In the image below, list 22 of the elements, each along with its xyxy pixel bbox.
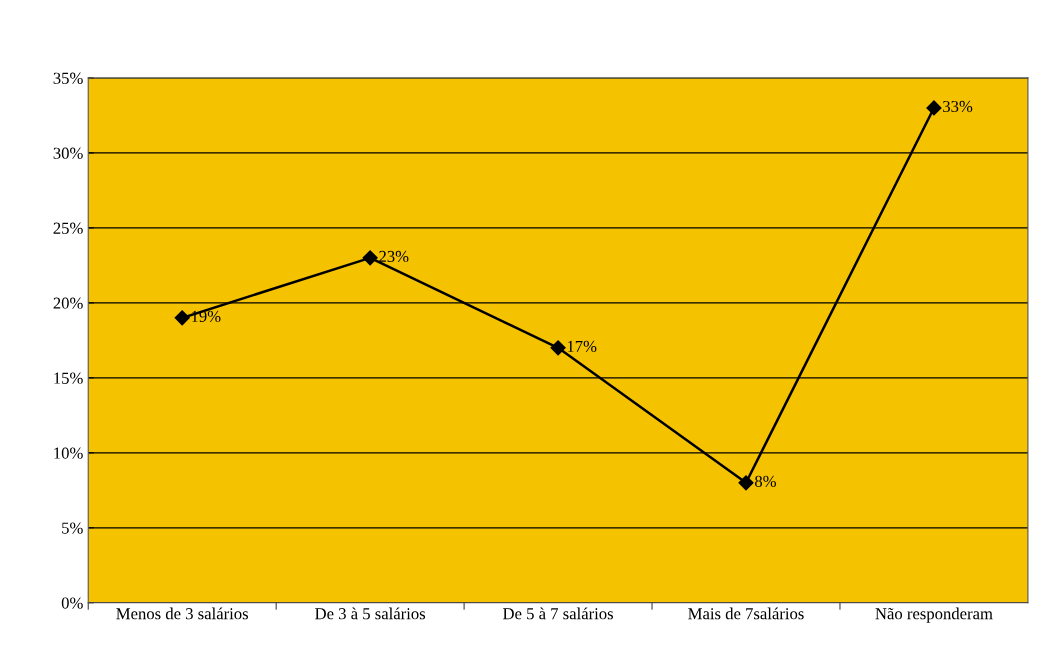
point [738, 475, 754, 491]
point [550, 340, 566, 356]
y-tick-label: 25% [53, 222, 83, 234]
point [362, 250, 378, 266]
x-tick-label: Não responderam [875, 607, 993, 623]
data-label: 17% [567, 340, 597, 353]
x-tick-label: De 3 à 5 salários [315, 607, 426, 620]
x-tick-label: Mais de 7salários [688, 607, 804, 620]
y-tick-label: 20% [53, 297, 83, 309]
data-label: 33% [943, 100, 973, 113]
y-tick-label: 15% [54, 372, 83, 384]
x-tick-label: De 5 à 7 salários [503, 607, 614, 620]
y-tick-label: 0% [61, 597, 83, 609]
data-label: 8% [754, 475, 776, 487]
y-tick-label: 10% [54, 447, 83, 459]
y-tick-label: 5% [62, 522, 83, 534]
point [174, 310, 190, 326]
point [926, 100, 942, 116]
data-label: 23% [379, 250, 409, 263]
x-tick-label: Menos de 3 salários [116, 607, 249, 620]
y-tick-label: 35% [53, 72, 83, 84]
y-tick-label: 30% [53, 147, 83, 159]
